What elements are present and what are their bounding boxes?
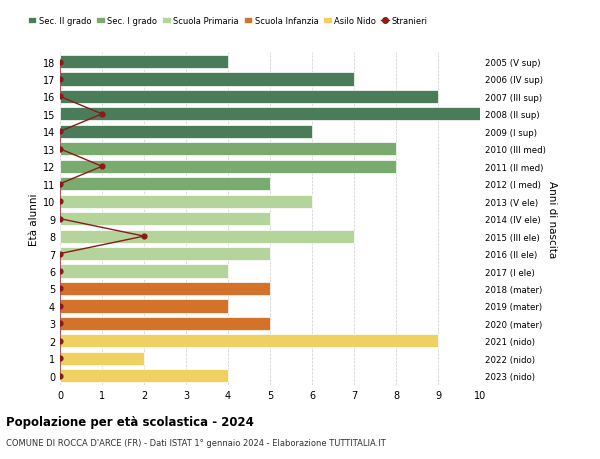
Legend: Sec. II grado, Sec. I grado, Scuola Primaria, Scuola Infanzia, Asilo Nido, Stran: Sec. II grado, Sec. I grado, Scuola Prim… xyxy=(25,14,431,29)
Bar xyxy=(60,352,144,365)
Bar xyxy=(60,195,312,208)
Point xyxy=(55,94,65,101)
Bar xyxy=(60,265,228,278)
Bar xyxy=(60,56,228,69)
Point xyxy=(55,285,65,292)
Bar xyxy=(60,300,228,313)
Text: COMUNE DI ROCCA D'ARCE (FR) - Dati ISTAT 1° gennaio 2024 - Elaborazione TUTTITAL: COMUNE DI ROCCA D'ARCE (FR) - Dati ISTAT… xyxy=(6,438,386,448)
Y-axis label: Anni di nascita: Anni di nascita xyxy=(547,181,557,257)
Point xyxy=(55,129,65,136)
Point xyxy=(55,181,65,188)
Bar xyxy=(60,230,354,243)
Point xyxy=(55,146,65,153)
Bar xyxy=(60,143,396,156)
Point xyxy=(55,215,65,223)
Text: Popolazione per età scolastica - 2024: Popolazione per età scolastica - 2024 xyxy=(6,415,254,428)
Point xyxy=(55,268,65,275)
Bar xyxy=(60,160,396,174)
Bar xyxy=(60,335,438,347)
Point xyxy=(55,372,65,380)
Bar xyxy=(60,369,228,382)
Point xyxy=(55,320,65,327)
Bar xyxy=(60,91,438,104)
Point xyxy=(55,302,65,310)
Point xyxy=(55,250,65,257)
Bar xyxy=(60,247,270,261)
Point xyxy=(55,355,65,362)
Point xyxy=(55,76,65,84)
Bar xyxy=(60,178,270,191)
Bar xyxy=(60,213,270,226)
Bar xyxy=(60,125,312,139)
Point xyxy=(139,233,149,240)
Bar xyxy=(60,73,354,86)
Point xyxy=(55,198,65,206)
Point xyxy=(55,59,65,66)
Bar xyxy=(60,282,270,296)
Bar xyxy=(60,317,270,330)
Point xyxy=(97,111,107,118)
Y-axis label: Età alunni: Età alunni xyxy=(29,193,38,246)
Point xyxy=(55,337,65,345)
Bar xyxy=(60,108,480,121)
Point xyxy=(97,163,107,171)
